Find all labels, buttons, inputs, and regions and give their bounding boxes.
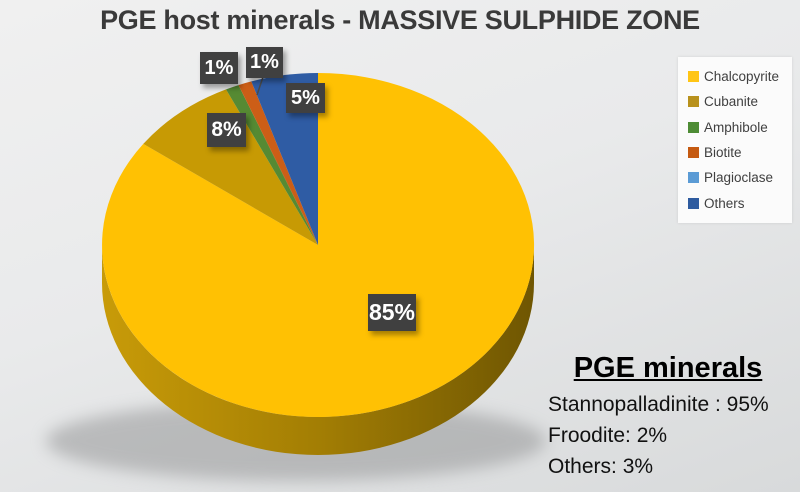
legend-label: Plagioclase: [704, 170, 774, 186]
pie-slice-cubanite: [143, 89, 318, 246]
chart-title: PGE host minerals - MASSIVE SULPHIDE ZON…: [100, 5, 700, 35]
legend-item-plagioclase: Plagioclase: [688, 170, 792, 185]
legend-item-others: Others: [688, 196, 792, 211]
data-label-amphibole: 1%: [200, 52, 238, 84]
pie-slice-amphibole: [226, 85, 318, 245]
legend-item-cubanite: Cubanite: [688, 94, 792, 109]
legend-label: Amphibole: [704, 119, 768, 135]
pie-slice-biotite: [238, 81, 318, 246]
chart-legend: Chalcopyrite Cubanite Amphibole Biotite …: [678, 57, 792, 223]
legend-swatch-others: [688, 197, 699, 209]
legend-label: Chalcopyrite: [704, 69, 780, 85]
annotation-heading: PGE minerals: [573, 352, 763, 384]
data-label-biotite: 1%: [246, 47, 283, 78]
pie-slice-others: [251, 73, 318, 245]
legend-item-amphibole: Amphibole: [688, 120, 792, 135]
annotation-line-stannopalladinite: Stannopalladinite : 95%: [548, 393, 769, 416]
pie-slice-chalcopyrite: [102, 73, 535, 417]
legend-swatch-amphibole: [688, 121, 699, 133]
legend-swatch-plagioclase: [688, 172, 699, 184]
biotite-label-leader-line: [256, 76, 264, 96]
legend-item-chalcopyrite: Chalcopyrite: [688, 69, 792, 84]
legend-label: Biotite: [704, 145, 742, 161]
legend-label: Cubanite: [704, 94, 759, 110]
annotation-line-others: Others: 3%: [548, 455, 654, 478]
legend-swatch-cubanite: [688, 96, 699, 108]
data-label-others: 5%: [286, 83, 325, 113]
legend-label: Others: [704, 195, 745, 211]
pge-minerals-annotation: PGE minerals Stannopalladinite : 95% Fro…: [548, 352, 788, 479]
annotation-line-froodite: Froodite: 2%: [548, 424, 668, 447]
legend-swatch-chalcopyrite: [688, 71, 699, 83]
data-label-chalcopyrite: 85%: [368, 294, 416, 331]
data-label-cubanite: 8%: [207, 113, 246, 147]
legend-item-biotite: Biotite: [688, 145, 792, 160]
legend-swatch-biotite: [688, 147, 699, 159]
pie-side: [102, 245, 534, 455]
